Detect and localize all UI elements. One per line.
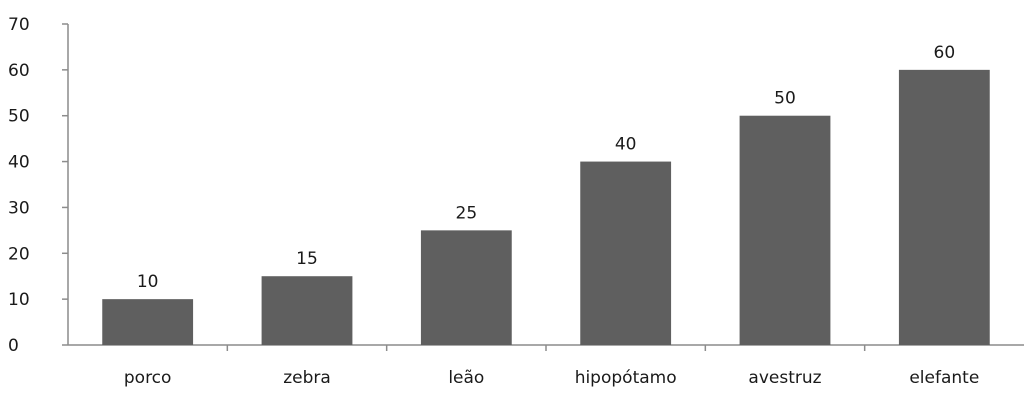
y-tick-label: 10 bbox=[8, 290, 30, 310]
data-label-1: 10 bbox=[137, 272, 159, 292]
category-label-4: hipopótamo bbox=[575, 368, 677, 388]
y-tick-label: 30 bbox=[8, 198, 30, 218]
bars bbox=[102, 69, 990, 345]
data-label-5: 50 bbox=[774, 89, 796, 109]
bar-3 bbox=[420, 230, 512, 345]
y-tick-label: 0 bbox=[8, 336, 19, 356]
category-label-1: porco bbox=[124, 368, 172, 388]
data-label-4: 40 bbox=[615, 135, 637, 155]
y-tick-label: 70 bbox=[8, 15, 30, 35]
x-axis bbox=[68, 344, 1024, 351]
y-axis: 0 10 20 30 40 50 60 70 bbox=[8, 15, 69, 356]
category-label-6: elefante bbox=[909, 368, 979, 388]
y-tick-label: 40 bbox=[8, 153, 30, 173]
bar-5 bbox=[739, 115, 831, 345]
category-label-5: avestruz bbox=[748, 368, 821, 388]
bar-6 bbox=[898, 69, 990, 345]
bar-2 bbox=[261, 276, 353, 345]
category-label-2: zebra bbox=[283, 368, 331, 388]
data-labels: 10 15 25 40 50 60 bbox=[137, 43, 955, 292]
category-labels: porco zebra leão hipopótamo avestruz elefante bbox=[124, 368, 979, 388]
data-label-2: 15 bbox=[296, 249, 318, 269]
data-label-6: 60 bbox=[934, 43, 956, 63]
y-tick-label: 60 bbox=[8, 61, 30, 81]
data-label-3: 25 bbox=[456, 203, 478, 223]
y-tick-label: 20 bbox=[8, 244, 30, 264]
bar-1 bbox=[102, 299, 194, 345]
y-tick-label: 50 bbox=[8, 107, 30, 127]
bar-4 bbox=[580, 161, 672, 345]
category-label-3: leão bbox=[448, 368, 484, 388]
